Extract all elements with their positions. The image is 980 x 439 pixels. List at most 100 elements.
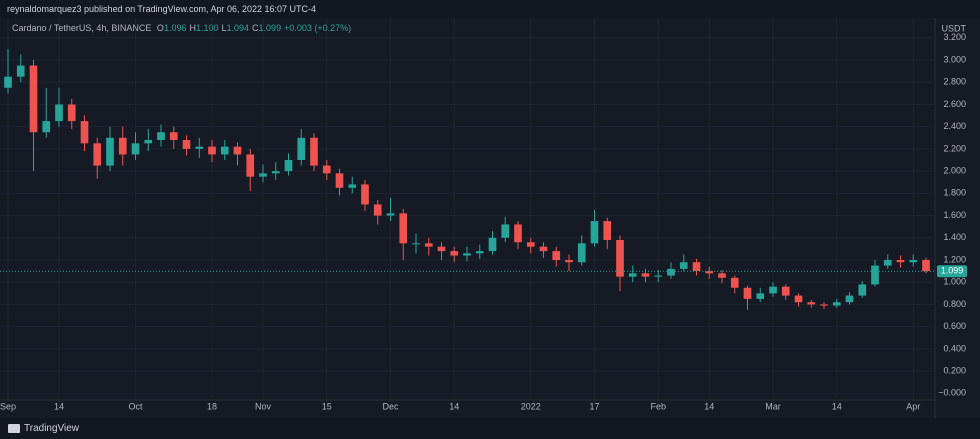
candle-body [871,265,879,285]
x-tick-label: Apr [906,401,920,411]
candle-body [730,277,739,288]
chart-background [0,18,980,418]
candle-body [16,65,25,77]
candle-body [832,302,841,306]
candle-body [118,137,127,155]
symbol-title: Cardano / TetherUS, 4h, BINANCE [12,23,152,33]
candle-body [781,286,790,296]
candle-body [756,293,765,299]
y-tick-label: −0.000 [938,388,966,398]
candle-body [820,304,828,306]
x-tick-label: Nov [255,401,272,411]
candle-body [67,104,76,122]
legend-value: 1.094 [226,23,250,33]
y-tick-label: 3.000 [943,54,966,64]
candle-body [220,146,229,155]
candle-body [348,184,357,188]
candle-body [794,295,803,303]
logo-icon [8,424,20,433]
y-tick-label: 0.600 [943,321,966,331]
y-tick-label: 1.800 [943,188,966,198]
candle-body [335,173,344,188]
candle-body [450,251,459,256]
legend-value: 1.099 [258,23,282,33]
candle-body [144,140,153,144]
candle-body [845,295,854,303]
candle-body [399,213,408,244]
grid [0,18,935,400]
candle-body [565,260,573,263]
candle-body [322,165,331,174]
candle-body [208,146,216,155]
y-tick-label: 2.600 [943,99,966,109]
footer-brand: TradingView [24,423,80,434]
candle-body [603,221,612,240]
candle-body [488,237,497,252]
candle-body [361,184,369,205]
candle-body [552,251,561,260]
candle-body [169,132,178,140]
candle-body [157,132,165,140]
x-tick-label: Feb [650,401,666,411]
candle-body [29,65,38,133]
y-tick-label: 1.200 [943,254,966,264]
candle-body [883,260,892,266]
y-tick-label: 1.000 [943,277,966,287]
x-tick-label: 18 [207,401,217,411]
legend-key: O [156,23,164,33]
last-price-tag [937,265,967,278]
candle-body [55,104,63,122]
candle-body [310,137,318,166]
y-tick-label: 0.800 [943,299,966,309]
candle-body [539,246,548,252]
candle-body [195,146,204,149]
x-tick-label: 14 [704,401,714,411]
candle-body [526,242,535,247]
candle-body [616,240,624,277]
x-tick-label: 2022 [521,401,541,411]
candle-body [4,76,12,88]
candle-body [182,140,191,149]
candle-body [501,224,510,238]
legend-change: +0.003 (+0.27%) [284,23,352,33]
candle-body [641,273,650,277]
candle-body [475,251,484,254]
x-tick-label: Oct [128,401,143,411]
legend-key: L [221,23,227,33]
legend-value: 1.100 [195,23,219,33]
candle-body [297,137,306,160]
candle-body [42,121,51,133]
x-tick-label: Mar [765,401,781,411]
candle-body [807,302,816,305]
x-tick-label: 14 [54,401,64,411]
candle-body [106,137,114,166]
candle-body [896,260,905,263]
x-tick-label: 14 [449,401,459,411]
candle-body [909,260,918,263]
candle-body [424,243,433,247]
candle-body [654,275,663,277]
candle-body [271,171,280,174]
y-tick-label: 2.400 [943,121,966,131]
candle-body [80,121,89,144]
candle-body [858,284,867,296]
candle-body [743,287,752,299]
legend-key: H [189,23,196,33]
x-tick-label: 14 [832,401,842,411]
candle-body [922,260,930,272]
y-tick-label: 1.400 [943,232,966,242]
legend-key: C [252,23,259,33]
legend: Cardano / TetherUS, 4h, BINANCE O1.096 H1… [12,23,354,33]
candle-body [628,273,637,277]
unit-label: USDT [942,23,967,33]
candle-body [679,262,688,269]
y-tick-label: 2.200 [943,143,966,153]
candle-body [577,243,586,263]
y-tick-label: 2.000 [943,165,966,175]
candle-body [590,221,599,244]
candle-body [386,213,395,216]
candle-body [705,271,714,274]
candle-body [667,268,675,276]
x-tick-label: Dec [382,401,399,411]
